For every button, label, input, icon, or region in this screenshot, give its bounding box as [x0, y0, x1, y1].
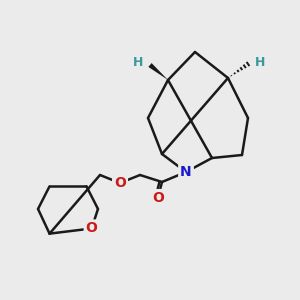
Text: O: O: [114, 176, 126, 190]
Text: H: H: [133, 56, 143, 70]
Polygon shape: [148, 63, 168, 80]
Text: O: O: [152, 191, 164, 205]
Text: O: O: [86, 221, 98, 236]
Text: N: N: [180, 165, 192, 179]
Text: H: H: [255, 56, 266, 68]
